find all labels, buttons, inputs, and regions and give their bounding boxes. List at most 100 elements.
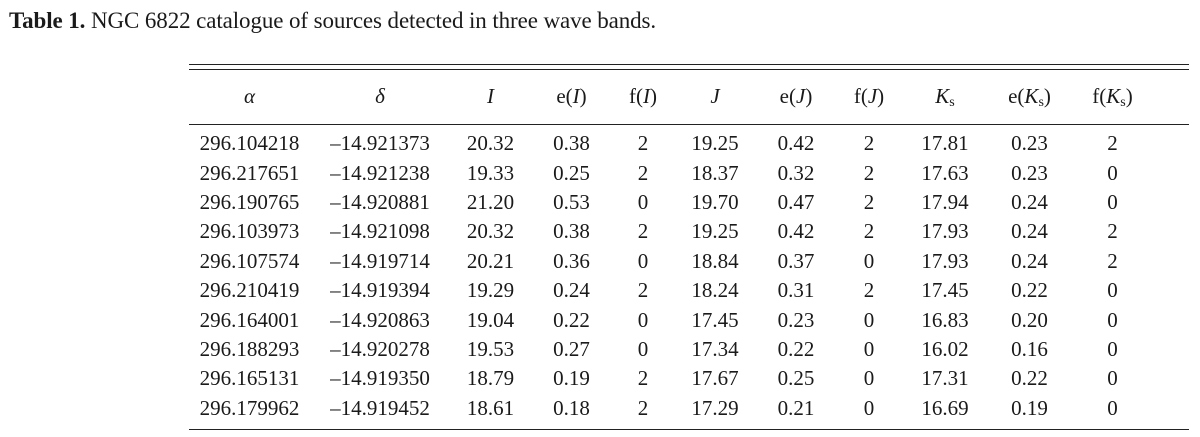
cell-delta: –14.919452 [330,395,430,420]
cell-j-mag: 19.25 [691,131,739,156]
cell-alpha: 296.188293 [199,336,300,361]
table-bottom-rule [189,428,1189,430]
cell-e-i: 0.36 [553,248,590,273]
cell-i-mag: 20.21 [466,248,515,273]
cell-delta: –14.919714 [330,248,430,273]
cell-delta: –14.920881 [330,189,430,214]
cell-ks-mag: 17.94 [921,189,969,214]
cell-e-ks: 0.22 [1011,278,1048,303]
cell-alpha: 296.190765 [199,189,300,214]
cell-e-j: 0.23 [777,307,815,332]
cell-e-i: 0.38 [553,219,590,244]
table-row: 296.188293 –14.920278 19.53 0.27 0 17.34 0.22 0… [189,335,1189,364]
cell-ks-mag: 16.83 [921,307,969,332]
cell-f-ks: 0 [1107,278,1118,303]
cell-e-j: 0.22 [777,336,815,361]
cell-f-i: 0 [637,336,649,361]
cell-alpha: 296.165131 [199,366,300,391]
cell-e-i: 0.53 [553,189,590,214]
header-suffix: ) [1125,83,1133,108]
table-header-rule [189,124,1189,125]
header-prefix: f( [1092,83,1107,108]
table-top-rule-2 [189,69,1189,70]
cell-f-i: 2 [637,160,649,185]
cell-e-ks: 0.16 [1011,336,1048,361]
cell-j-mag: 18.24 [691,278,739,303]
header-variable: J [710,83,720,108]
header-prefix: e( [556,83,573,108]
cell-e-i: 0.22 [553,307,590,332]
cell-e-ks: 0.23 [1011,131,1048,156]
cell-delta: –14.921373 [330,131,430,156]
cell-f-ks: 0 [1107,366,1118,391]
header-variable: K [935,83,950,108]
cell-e-ks: 0.23 [1011,160,1048,185]
table-row: 296.217651 –14.921238 19.33 0.25 2 18.37 0.32 2… [189,158,1189,187]
header-variable: α [243,83,256,108]
header-suffix: ) [1043,83,1051,108]
table-top-rule-1 [189,64,1189,65]
cell-f-j: 2 [863,278,875,303]
cell-f-j: 0 [863,366,875,391]
cell-i-mag: 19.53 [466,336,515,361]
cell-f-ks: 0 [1107,160,1118,185]
cell-ks-mag: 17.81 [921,131,969,156]
table-row: 296.164001 –14.920863 19.04 0.22 0 17.45 0.23 0… [189,305,1189,334]
header-f-i: f(I) [612,84,674,111]
cell-alpha: 296.107574 [199,248,300,273]
cell-ks-mag: 16.69 [921,395,969,420]
cell-f-i: 2 [637,278,649,303]
table-row: 296.107574 –14.919714 20.21 0.36 0 18.84 0.37 0… [189,247,1189,276]
cell-delta: –14.921238 [330,160,430,185]
cell-e-j: 0.37 [777,248,815,273]
cell-j-mag: 17.29 [691,395,739,420]
cell-alpha: 296.217651 [199,160,300,185]
header-suffix: ) [650,83,657,108]
cell-e-ks: 0.22 [1011,366,1048,391]
cell-f-ks: 0 [1107,189,1118,214]
cell-f-i: 2 [637,366,649,391]
cell-e-ks: 0.24 [1011,248,1048,273]
cell-e-i: 0.27 [553,336,590,361]
table-row: 296.165131 –14.919350 18.79 0.19 2 17.67 0.25 0… [189,364,1189,393]
cell-ks-mag: 16.02 [921,336,969,361]
header-variable: J [796,83,806,108]
cell-alpha: 296.104218 [199,131,300,156]
cell-f-ks: 2 [1107,131,1118,156]
cell-f-i: 0 [637,248,649,273]
cell-f-j: 2 [863,160,875,185]
cell-f-j: 0 [863,248,875,273]
header-variable: K [1106,83,1121,108]
cell-f-i: 2 [637,395,649,420]
header-j-mag: J [674,84,756,111]
cell-f-i: 0 [637,189,649,214]
cell-f-j: 2 [863,219,875,244]
cell-e-j: 0.31 [777,278,815,303]
header-prefix: f( [853,83,868,108]
cell-e-ks: 0.20 [1011,307,1048,332]
header-suffix: ) [579,83,587,108]
cell-f-j: 0 [863,336,875,361]
header-subscript: s [949,94,955,110]
header-variable: I [572,83,580,108]
caption-label: Table 1. [9,8,86,33]
cell-e-j: 0.32 [777,160,815,185]
table-row: 296.104218 –14.921373 20.32 0.38 2 19.25 0.42 2… [189,129,1189,158]
cell-e-i: 0.25 [553,160,590,185]
cell-j-mag: 18.37 [691,160,739,185]
cell-e-j: 0.42 [777,131,815,156]
cell-i-mag: 19.04 [466,307,515,332]
cell-f-ks: 2 [1107,219,1118,244]
cell-i-mag: 19.33 [466,160,515,185]
header-prefix: e( [779,83,796,108]
cell-e-j: 0.25 [777,366,815,391]
cell-j-mag: 18.84 [691,248,739,273]
cell-delta: –14.919350 [330,366,430,391]
cell-e-j: 0.47 [777,189,815,214]
cell-ks-mag: 17.93 [921,248,969,273]
cell-e-i: 0.19 [553,366,590,391]
cell-e-i: 0.18 [553,395,590,420]
cell-e-i: 0.38 [553,131,590,156]
